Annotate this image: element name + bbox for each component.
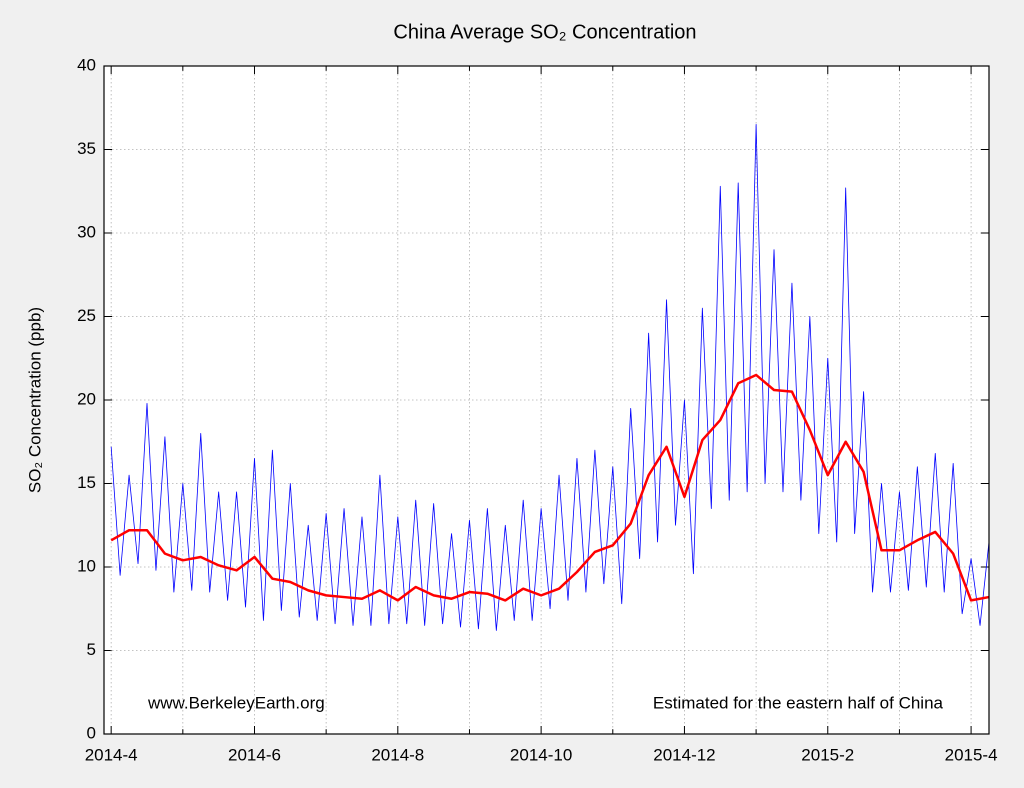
x-tick-label: 2014-6 <box>228 745 281 764</box>
x-tick-label: 2015-4 <box>945 745 998 764</box>
y-tick-label: 0 <box>87 723 96 742</box>
x-tick-label: 2015-2 <box>801 745 854 764</box>
y-tick-label: 15 <box>77 473 96 492</box>
plot-frame <box>103 65 990 735</box>
data-line <box>110 373 990 602</box>
y-tick-label: 5 <box>87 640 96 659</box>
data-line <box>110 124 990 631</box>
chart-title: China Average SO₂ Concentration <box>393 21 696 43</box>
y-tick-label: 35 <box>77 139 96 158</box>
x-tick-label: 2014-4 <box>85 745 138 764</box>
x-tick-label: 2014-8 <box>371 745 424 764</box>
y-axis-label: SO₂ Concentration (ppb) <box>25 307 44 493</box>
y-tick-label: 10 <box>77 556 96 575</box>
annotation: www.BerkeleyEarth.org <box>147 693 325 712</box>
y-tick-label: 25 <box>77 306 96 325</box>
y-tick-label: 30 <box>77 222 96 241</box>
y-tick-label: 40 <box>77 55 96 74</box>
annotation: Estimated for the eastern half of China <box>653 693 944 712</box>
x-tick-label: 2014-10 <box>510 745 572 764</box>
x-tick-label: 2014-12 <box>653 745 715 764</box>
y-tick-label: 20 <box>77 389 96 408</box>
